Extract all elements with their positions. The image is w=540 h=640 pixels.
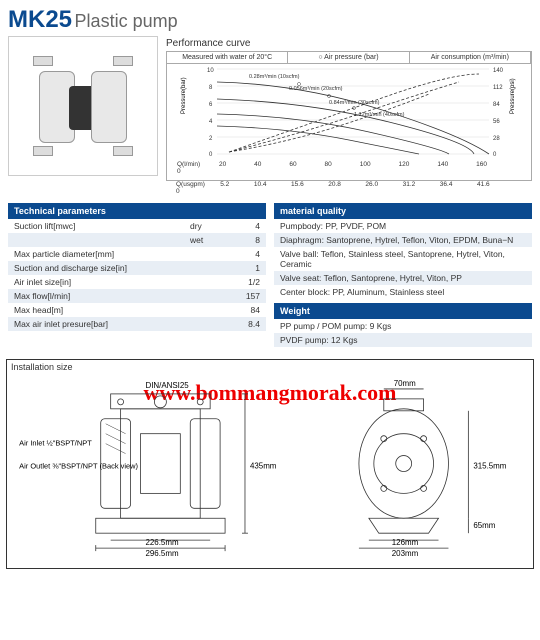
y-right-label: Pressure(psi)	[510, 78, 516, 114]
svg-text:2: 2	[209, 136, 213, 142]
svg-text:0: 0	[209, 152, 213, 158]
svg-text:315.5mm: 315.5mm	[473, 462, 506, 471]
svg-text:84: 84	[493, 102, 500, 108]
x1-label: Q(l/min) 0	[177, 161, 205, 175]
svg-text:0: 0	[493, 152, 497, 158]
svg-text:8: 8	[209, 85, 213, 91]
svg-text:126mm: 126mm	[392, 538, 419, 547]
svg-text:1.12m³/min (40scfm): 1.12m³/min (40scfm)	[354, 112, 405, 118]
spec-tables: Technical parameters Suction lift[mwc]dr…	[0, 195, 540, 355]
performance-chart: Performance curve Measured with water of…	[166, 36, 532, 195]
svg-text:DIN/ANSI25: DIN/ANSI25	[145, 381, 189, 390]
svg-text:Air Outlet ⅜"BSPT/NPT (Back vi: Air Outlet ⅜"BSPT/NPT (Back view)	[19, 462, 138, 471]
svg-text:296.5mm: 296.5mm	[145, 549, 178, 558]
svg-text:0.056m³/min (20scfm): 0.056m³/min (20scfm)	[289, 86, 343, 92]
tech-params-table: Technical parameters Suction lift[mwc]dr…	[8, 203, 266, 347]
top-section: Performance curve Measured with water of…	[0, 36, 540, 195]
page-header: MK25 Plastic pump	[0, 0, 540, 36]
product-type: Plastic pump	[75, 11, 178, 31]
x-row1: 20406080 100120140160	[205, 161, 531, 175]
svg-text:0.84m³/min (30scfm): 0.84m³/min (30scfm)	[329, 100, 380, 106]
chart-legend-airpress: ○ Air pressure (bar)	[288, 52, 409, 63]
svg-text:10: 10	[207, 68, 214, 74]
chart-box: Measured with water of 20°C ○ Air pressu…	[166, 51, 532, 181]
install-title: Installation size	[11, 362, 73, 372]
svg-text:28: 28	[493, 136, 500, 142]
chart-svg: Pressure(bar) Pressure(psi) 10 8 6 4 2 0 140…	[167, 64, 531, 159]
svg-text:112: 112	[493, 85, 503, 91]
weight-header: Weight	[274, 303, 532, 319]
tech-header: Technical parameters	[8, 203, 266, 219]
svg-text:203mm: 203mm	[392, 549, 419, 558]
svg-text:0.28m³/min (10scfm): 0.28m³/min (10scfm)	[249, 74, 300, 80]
chart-title: Performance curve	[166, 36, 532, 51]
x2-label: Q(usgpm) 0	[176, 181, 208, 195]
svg-text:435mm: 435mm	[250, 462, 277, 471]
svg-text:56: 56	[493, 119, 500, 125]
model-code: MK25	[8, 6, 72, 33]
svg-text:70mm: 70mm	[394, 379, 416, 388]
y-left-label: Pressure(bar)	[181, 77, 187, 114]
svg-text:140: 140	[493, 68, 504, 74]
svg-text:Air Inlet ½"BSPT/NPT: Air Inlet ½"BSPT/NPT	[19, 439, 92, 448]
chart-legend-aircons: Air consumption (m³/min)	[410, 52, 531, 63]
svg-text:4: 4	[209, 119, 213, 125]
material-table: material quality Pumpbody: PP, PVDF, POM…	[274, 203, 532, 347]
x-row2: 5.210.415.620.8 26.031.236.441.6	[208, 181, 532, 195]
svg-text:6: 6	[209, 102, 213, 108]
side-view-drawing: 70mm 126mm 203mm 315.5mm 65mm	[314, 374, 533, 568]
material-header: material quality	[274, 203, 532, 219]
installation-drawing: Installation size	[6, 359, 534, 569]
product-photo	[8, 36, 158, 176]
chart-legend-measured: Measured with water of 20°C	[167, 52, 288, 63]
front-view-drawing: DIN/ANSI25 Air Inlet ½"BSPT/NPT Air Outl…	[7, 374, 314, 568]
svg-text:226.5mm: 226.5mm	[145, 538, 178, 547]
svg-text:65mm: 65mm	[473, 521, 495, 530]
